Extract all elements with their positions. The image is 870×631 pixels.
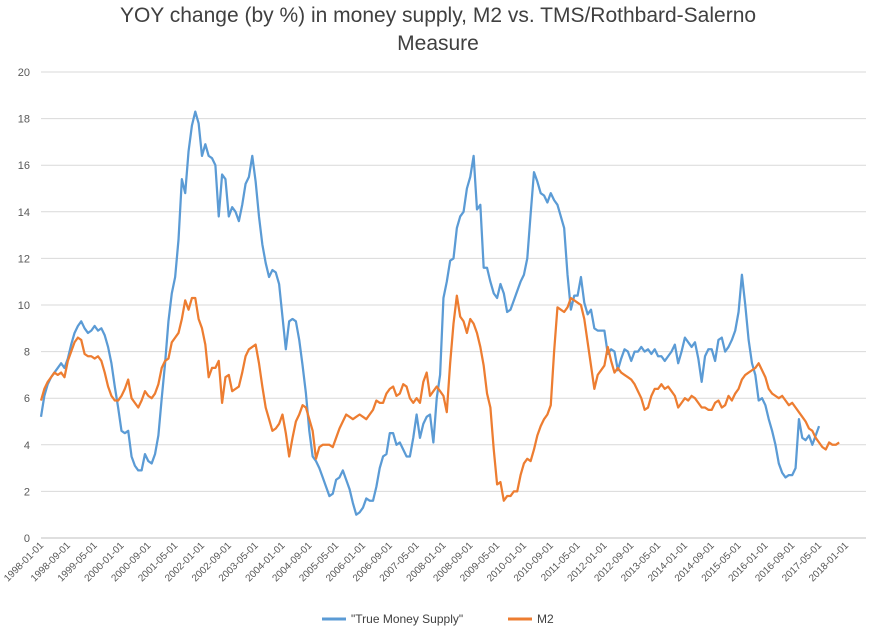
legend-label-true-money-supply: "True Money Supply"	[351, 612, 463, 626]
y-tick-label: 2	[24, 486, 30, 498]
y-axis-tick-labels: 0 2 4 6 8 10 12 14 16 18 20	[18, 67, 30, 545]
x-axis-tick-labels: 1998-01-011998-09-011999-05-012000-01-01…	[2, 540, 851, 584]
y-tick-label: 14	[18, 207, 30, 219]
series-line-true-money-supply	[39, 110, 821, 516]
y-tick-label: 20	[18, 67, 30, 79]
y-tick-label: 16	[18, 160, 30, 172]
y-tick-label: 6	[24, 393, 30, 405]
chart-title-line-1: YOY change (by %) in money supply, M2 vs…	[120, 4, 756, 27]
legend: "True Money Supply" M2	[322, 612, 554, 626]
series-line-m2	[39, 294, 840, 502]
y-tick-label: 10	[18, 300, 30, 312]
y-tick-label: 4	[24, 440, 30, 452]
y-tick-label: 12	[18, 253, 30, 265]
y-tick-label: 0	[24, 533, 30, 545]
y-tick-label: 18	[18, 114, 30, 126]
chart-title-line-2: Measure	[397, 32, 479, 55]
series-lines	[39, 110, 840, 516]
y-tick-label: 8	[24, 347, 30, 359]
legend-label-m2: M2	[537, 612, 554, 626]
